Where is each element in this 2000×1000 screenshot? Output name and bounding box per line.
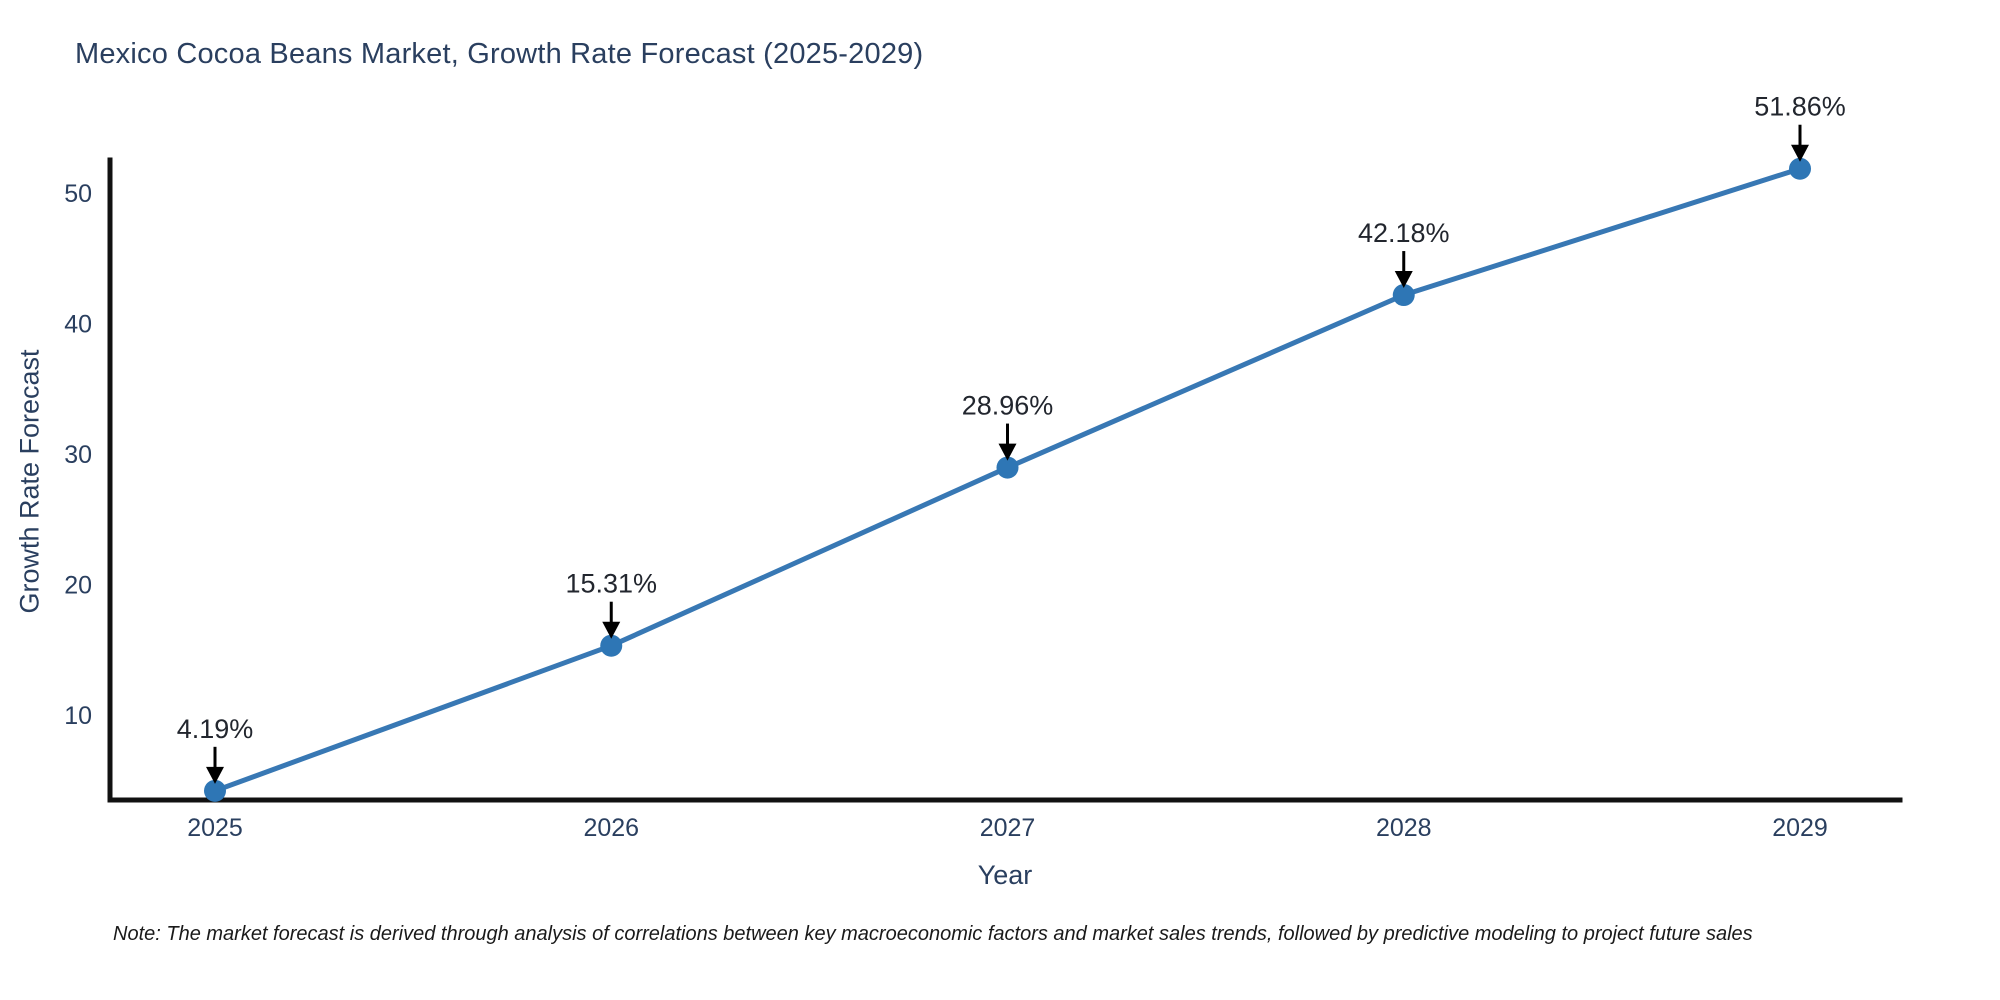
annotation-arrow-head — [998, 443, 1017, 461]
y-tick-label: 50 — [64, 180, 92, 208]
y-tick-label: 30 — [64, 441, 92, 469]
point-label: 15.31% — [565, 569, 657, 599]
chart-title: Mexico Cocoa Beans Market, Growth Rate F… — [75, 38, 924, 70]
point-label: 42.18% — [1358, 218, 1450, 248]
point-label: 28.96% — [962, 391, 1054, 421]
x-tick-label: 2026 — [583, 814, 639, 842]
point-label: 51.86% — [1754, 92, 1846, 122]
annotation-arrow-head — [602, 621, 621, 639]
footnote: Note: The market forecast is derived thr… — [113, 923, 1753, 945]
x-tick-label: 2025 — [187, 814, 243, 842]
data-point-2026[interactable] — [600, 634, 623, 657]
data-point-2025[interactable] — [204, 779, 226, 802]
y-tick-label: 10 — [64, 702, 92, 730]
x-tick-label: 2027 — [980, 814, 1036, 842]
data-point-2028[interactable] — [1392, 284, 1415, 307]
x-tick-label: 2029 — [1772, 814, 1828, 842]
y-tick-label: 40 — [64, 311, 92, 339]
point-label: 4.19% — [177, 714, 254, 744]
annotation-arrow-head — [1394, 271, 1413, 289]
data-point-2029[interactable] — [1789, 157, 1811, 180]
x-tick-label: 2028 — [1376, 814, 1432, 842]
data-point-2027[interactable] — [996, 456, 1019, 479]
annotation-arrow-head — [206, 766, 224, 784]
axis-lines — [107, 157, 1903, 803]
y-tick-label: 20 — [64, 572, 92, 600]
forecast-line — [212, 166, 1803, 794]
annotation-arrow-head — [1791, 144, 1809, 162]
x-axis-title: Year — [977, 860, 1033, 890]
